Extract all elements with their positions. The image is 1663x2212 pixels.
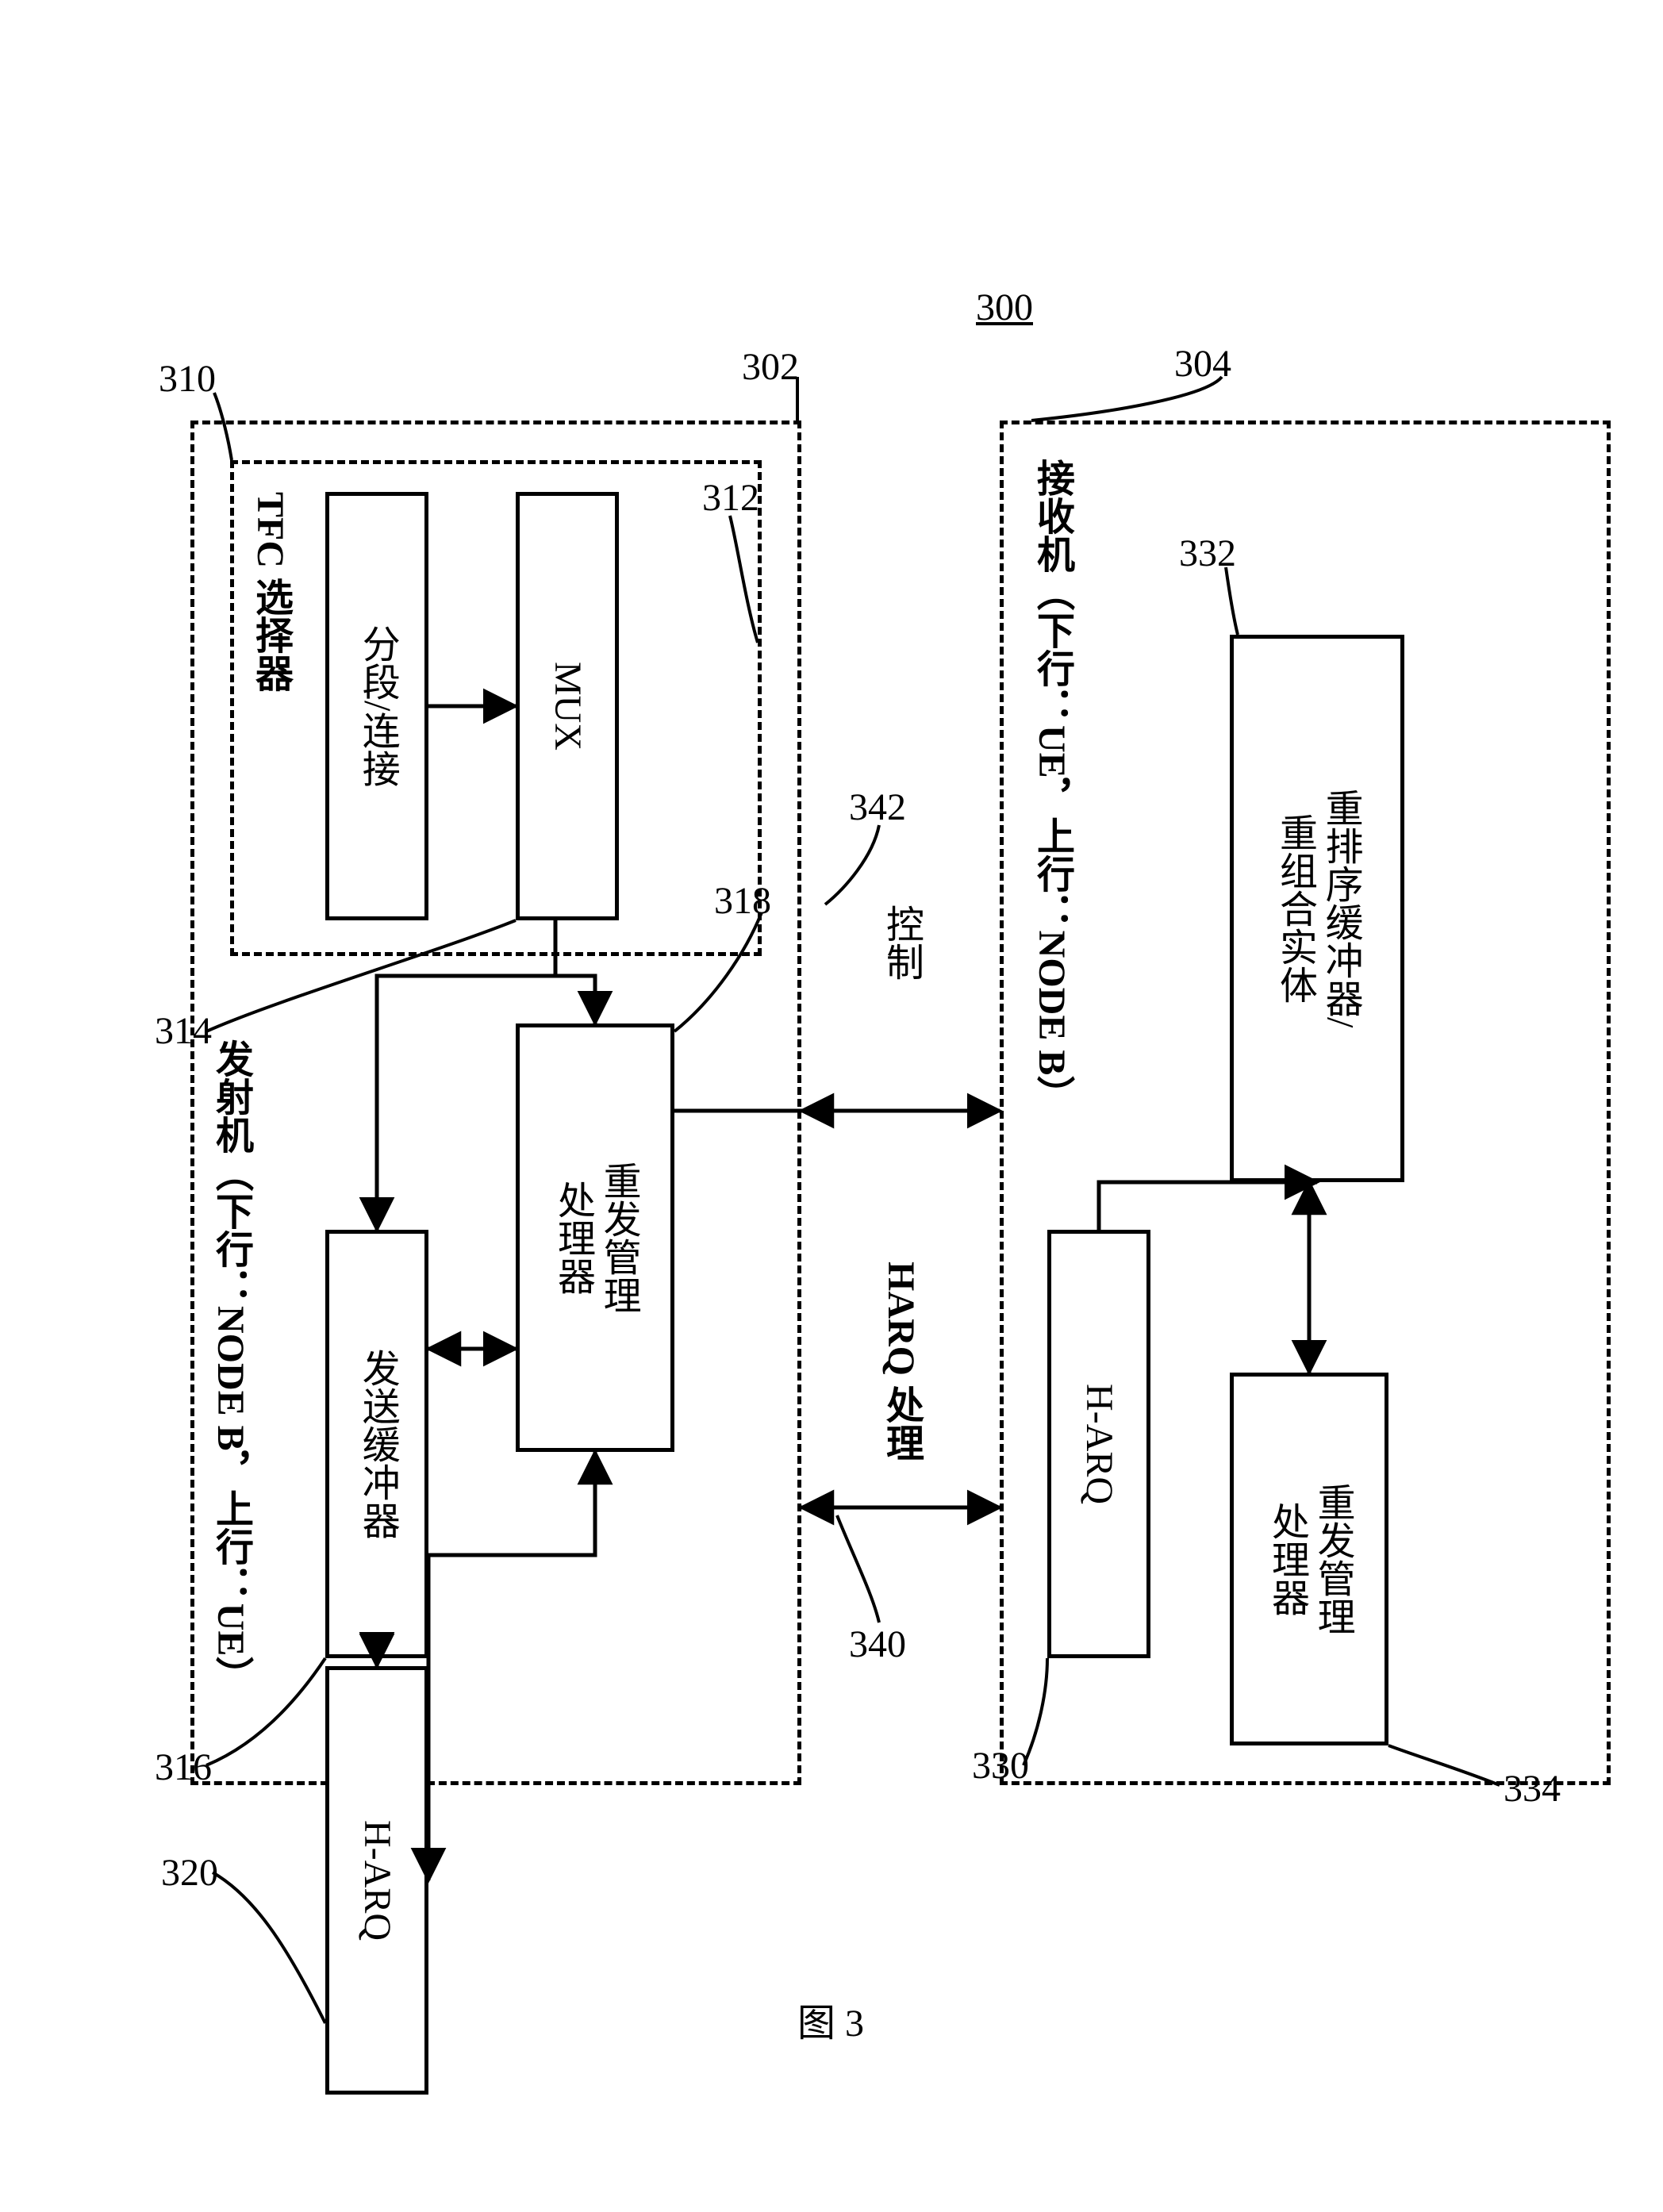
- reorder-buffer-box: 重排序缓冲器/ 重组合实体: [1230, 635, 1404, 1182]
- tfc-selector-label: TFC 选择器: [242, 492, 298, 692]
- ref-340: 340: [849, 1623, 906, 1666]
- tfc-selector-container: [230, 460, 762, 956]
- ref-332: 332: [1179, 532, 1236, 575]
- mux-box: MUX: [516, 492, 619, 920]
- tx-buffer-box: 发送缓冲器: [325, 1230, 428, 1658]
- control-link-label: 控制: [873, 904, 928, 981]
- ref-330: 330: [972, 1744, 1029, 1788]
- ref-302: 302: [742, 345, 799, 389]
- ref-342: 342: [849, 785, 906, 829]
- rx-retx-mgr-box: 重发管理 处理器: [1230, 1373, 1388, 1745]
- rx-harq-box: H-ARQ: [1047, 1230, 1150, 1658]
- figure-caption: 图 3: [797, 1991, 864, 2047]
- tx-retx-mgr-label: 重发管理 处理器: [549, 1162, 640, 1314]
- rx-retx-mgr-label: 重发管理 处理器: [1263, 1483, 1354, 1635]
- tx-buffer-label: 发送缓冲器: [354, 1349, 400, 1539]
- ref-316: 316: [155, 1745, 212, 1789]
- transmitter-caption: 发射机（下行：NODE B，上行：UE）: [202, 1039, 258, 1694]
- mux-label: MUX: [544, 662, 590, 751]
- ref-320: 320: [161, 1851, 218, 1895]
- ref-310: 310: [159, 357, 216, 401]
- tx-retx-mgr-box: 重发管理 处理器: [516, 1023, 674, 1452]
- harq-proc-link-label: HARQ 处理: [873, 1262, 928, 1461]
- tx-harq-box: H-ARQ: [325, 1666, 428, 2095]
- ref-318: 318: [714, 879, 771, 923]
- figure-ref: 300: [976, 286, 1033, 329]
- ref-312: 312: [702, 476, 759, 520]
- receiver-caption: 接收机（下行：UE，上行：NODE B）: [1024, 459, 1079, 1113]
- segmentation-label: 分段/连接: [354, 624, 400, 787]
- tx-harq-label: H-ARQ: [354, 1820, 400, 1941]
- ref-334: 334: [1504, 1767, 1561, 1811]
- segmentation-box: 分段/连接: [325, 492, 428, 920]
- rx-harq-label: H-ARQ: [1076, 1384, 1122, 1504]
- reorder-buffer-label: 重排序缓冲器/ 重组合实体: [1271, 789, 1362, 1027]
- ref-314: 314: [155, 1009, 212, 1053]
- ref-304: 304: [1174, 342, 1231, 386]
